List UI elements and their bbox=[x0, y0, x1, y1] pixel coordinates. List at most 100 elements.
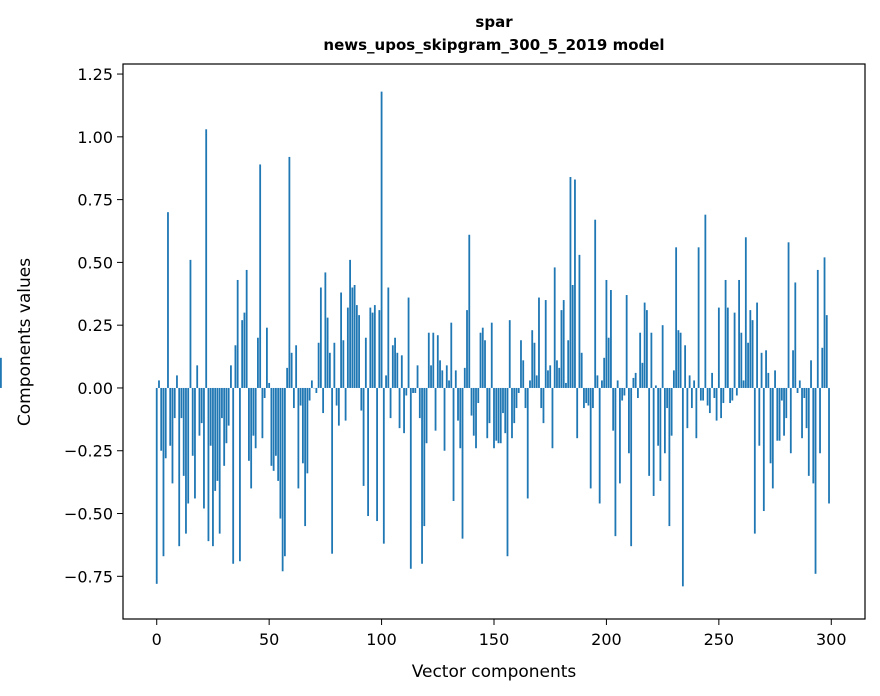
bar bbox=[376, 387, 378, 522]
bar bbox=[315, 387, 318, 393]
bar bbox=[819, 387, 821, 454]
bar bbox=[322, 387, 325, 414]
bar bbox=[396, 352, 399, 388]
bar bbox=[445, 365, 448, 388]
bar bbox=[223, 387, 226, 466]
bar bbox=[481, 327, 484, 388]
bar bbox=[180, 387, 183, 419]
bar bbox=[385, 375, 387, 388]
bar bbox=[191, 387, 194, 456]
bar bbox=[567, 340, 570, 388]
bar bbox=[475, 387, 477, 449]
bar bbox=[250, 387, 253, 489]
bar bbox=[686, 387, 689, 429]
bar bbox=[324, 272, 327, 388]
bar bbox=[259, 164, 262, 388]
bar bbox=[681, 387, 684, 587]
bar bbox=[288, 156, 291, 388]
bar bbox=[542, 387, 545, 424]
bar bbox=[684, 345, 687, 388]
bar bbox=[625, 295, 628, 388]
bar bbox=[598, 387, 601, 504]
bar bbox=[279, 387, 282, 519]
bar bbox=[301, 387, 304, 464]
bar bbox=[706, 387, 709, 406]
bar bbox=[807, 387, 810, 476]
bar bbox=[511, 387, 513, 439]
bar bbox=[196, 365, 199, 388]
bar bbox=[628, 387, 630, 454]
bar bbox=[569, 177, 572, 388]
bar bbox=[466, 310, 468, 388]
bar bbox=[762, 387, 765, 512]
bar bbox=[753, 387, 756, 534]
bar bbox=[520, 340, 522, 388]
bar bbox=[524, 387, 527, 409]
bar bbox=[675, 247, 678, 388]
bar bbox=[558, 367, 561, 388]
bar bbox=[239, 387, 241, 562]
bar bbox=[171, 387, 174, 484]
bar bbox=[729, 387, 731, 404]
bar bbox=[634, 372, 637, 388]
bar bbox=[585, 387, 588, 404]
bar bbox=[517, 387, 520, 393]
bar bbox=[221, 387, 223, 419]
bar bbox=[535, 375, 538, 388]
bar bbox=[648, 387, 651, 476]
bar bbox=[607, 337, 610, 388]
bar bbox=[695, 387, 698, 439]
bar bbox=[789, 387, 792, 454]
bar bbox=[297, 387, 300, 489]
bar bbox=[825, 315, 828, 388]
bar bbox=[540, 387, 543, 409]
bar bbox=[387, 287, 390, 388]
bar bbox=[742, 380, 745, 388]
bar bbox=[601, 380, 603, 388]
chart-title: spar bbox=[475, 13, 513, 31]
y-tick-label: 0.50 bbox=[77, 253, 113, 272]
bar bbox=[677, 330, 680, 388]
bar bbox=[358, 315, 360, 388]
bar bbox=[823, 257, 826, 388]
bar bbox=[378, 310, 381, 388]
bar bbox=[248, 387, 250, 461]
bar bbox=[400, 355, 403, 388]
bar bbox=[254, 387, 257, 449]
bar bbox=[441, 370, 444, 388]
bar bbox=[668, 387, 671, 527]
bar bbox=[369, 307, 372, 388]
bar bbox=[643, 302, 646, 388]
bar bbox=[218, 387, 221, 534]
bar bbox=[495, 387, 498, 441]
bar bbox=[344, 387, 347, 421]
bar bbox=[389, 387, 392, 419]
bar bbox=[236, 279, 239, 388]
bar bbox=[216, 387, 219, 481]
bar bbox=[362, 387, 365, 486]
bar bbox=[747, 342, 749, 388]
bar bbox=[652, 387, 655, 496]
bar bbox=[232, 387, 235, 564]
bar bbox=[774, 370, 776, 388]
bar bbox=[605, 279, 608, 388]
bar bbox=[771, 387, 774, 489]
bar bbox=[708, 387, 711, 414]
bar bbox=[578, 254, 581, 388]
bar bbox=[641, 362, 644, 388]
bar bbox=[576, 387, 579, 439]
bar bbox=[814, 387, 817, 574]
bar bbox=[592, 387, 594, 409]
bar bbox=[499, 387, 502, 444]
bar bbox=[430, 365, 432, 388]
bar bbox=[783, 387, 785, 436]
bar bbox=[758, 387, 761, 446]
bar bbox=[812, 387, 815, 484]
bar bbox=[306, 387, 309, 474]
bar bbox=[333, 342, 336, 388]
bar bbox=[158, 380, 160, 388]
bar bbox=[531, 330, 534, 388]
bar bbox=[733, 312, 736, 388]
bar bbox=[486, 387, 489, 439]
